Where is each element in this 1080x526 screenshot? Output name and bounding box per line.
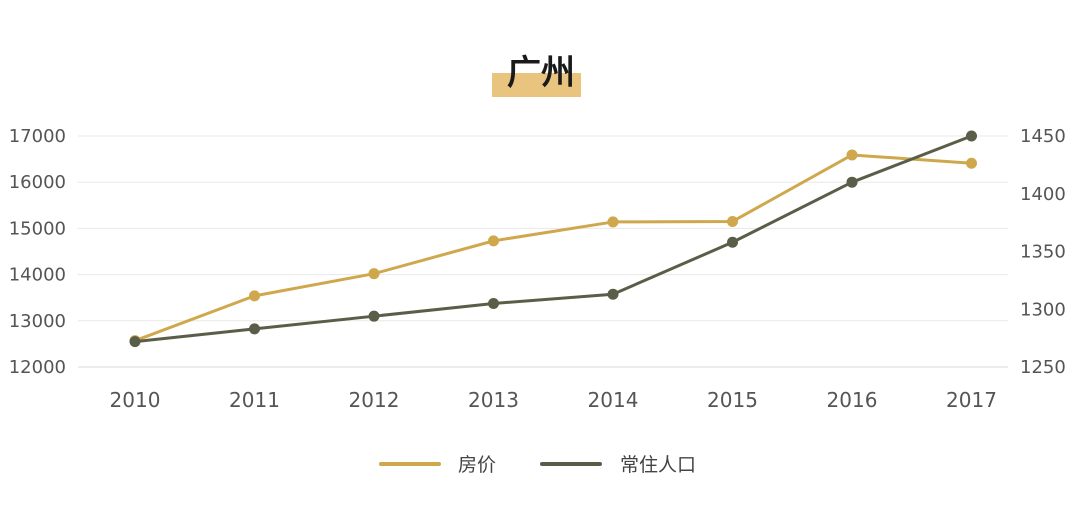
gridlines	[78, 135, 1008, 368]
y-right-tick-label: 1250	[1020, 357, 1066, 378]
x-tick-label: 2012	[349, 388, 400, 412]
y-left-tick-label: 13000	[9, 311, 66, 332]
y-right-tick-label: 1300	[1020, 299, 1066, 320]
legend-label: 房价	[458, 454, 496, 476]
x-axis: 2010 2011 2012 2013 2014 2015 2016 2017	[110, 388, 997, 412]
series-1-point	[846, 149, 858, 161]
series-2-point	[846, 176, 858, 188]
legend-label: 常住人口	[620, 454, 696, 476]
x-tick-label: 2017	[946, 388, 997, 412]
series-2-point	[488, 297, 499, 309]
y-right-tick-label: 1400	[1020, 184, 1066, 205]
x-tick-label: 2013	[468, 388, 519, 412]
y-right-tick-label: 1350	[1020, 242, 1066, 263]
series-1-point	[727, 215, 738, 227]
series-2-point	[129, 336, 141, 348]
series-1-point	[966, 157, 977, 169]
x-tick-label: 2010	[110, 388, 161, 412]
y-axis-right: 1250 1300 1350 1400 1450	[1020, 126, 1066, 378]
x-tick-label: 2011	[229, 388, 280, 412]
x-tick-label: 2016	[827, 388, 878, 412]
y-left-tick-label: 12000	[9, 357, 66, 378]
series-1-point	[249, 290, 260, 302]
y-left-tick-label: 16000	[9, 172, 66, 193]
series-2-point	[966, 130, 977, 142]
title-highlight	[492, 73, 581, 97]
series-layer	[129, 130, 977, 348]
legend: 房价 常住人口	[379, 454, 696, 476]
y-axis-left: 12000 13000 14000 15000 16000 17000	[9, 126, 66, 378]
series-2-point	[607, 288, 619, 300]
series-2-point	[727, 236, 738, 248]
x-tick-label: 2015	[707, 388, 758, 412]
x-tick-label: 2014	[588, 388, 639, 412]
series-1-line	[133, 153, 973, 343]
y-left-tick-label: 14000	[9, 265, 66, 286]
y-right-tick-label: 1450	[1020, 126, 1066, 147]
series-1-point	[488, 235, 499, 247]
series-1-point	[368, 268, 380, 280]
series-1-point	[607, 216, 619, 228]
series-2-point	[249, 323, 260, 335]
y-left-tick-label: 15000	[9, 218, 66, 239]
y-left-tick-label: 17000	[9, 126, 66, 147]
series-2-line	[133, 134, 973, 344]
chart-title: 广州	[507, 53, 575, 93]
series-2-point	[368, 310, 380, 322]
